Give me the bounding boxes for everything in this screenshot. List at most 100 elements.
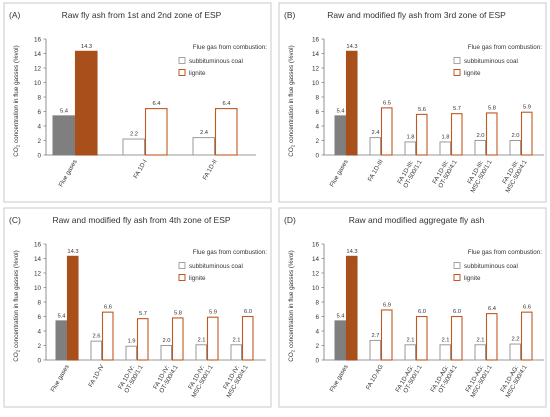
bar-lignite <box>380 309 393 361</box>
data-label: 5.9 <box>209 310 217 316</box>
data-label: 2.1 <box>476 337 484 343</box>
y-tick-label: 2 <box>37 343 41 350</box>
y-tick-label: 6 <box>315 314 319 321</box>
legend-swatch-subbituminous <box>453 262 461 269</box>
data-label: 2.7 <box>371 333 379 339</box>
y-tick-label: 0 <box>37 152 41 159</box>
bar-subbituminous <box>52 115 75 156</box>
data-label: 5.6 <box>418 107 426 113</box>
bar-subbituminous <box>404 141 416 156</box>
y-tick-label: 10 <box>34 80 42 87</box>
bar-lignite <box>171 317 184 361</box>
data-label: 2.6 <box>92 334 100 340</box>
y-tick-label: 14 <box>34 256 42 263</box>
y-tick-label: 2 <box>315 343 319 350</box>
y-tick-label: 8 <box>315 299 319 306</box>
bar-lignite <box>520 111 533 156</box>
data-label: 2.0 <box>511 133 519 139</box>
legend-swatch-lignite <box>178 274 186 281</box>
y-tick-label: 12 <box>34 270 42 277</box>
data-label: 5.4 <box>336 313 345 319</box>
bar-lignite <box>415 113 428 156</box>
legend-label-subbituminous: subbituminous coal <box>189 263 243 270</box>
chart-title: Raw and modified fly ash from 4th zone o… <box>52 215 230 225</box>
bar-subbituminous <box>439 141 451 156</box>
bar-lignite <box>144 108 168 156</box>
bar-subbituminous <box>509 343 521 361</box>
y-tick-label: 12 <box>312 270 320 277</box>
legend-title: Flue gas from combustion: <box>468 44 542 51</box>
legend-label-lignite: lignite <box>464 70 481 77</box>
panel-label: (B) <box>284 10 296 20</box>
legend-swatch-lignite <box>453 69 461 76</box>
legend-title: Flue gas from combustion: <box>468 249 542 256</box>
y-axis-label: CO2 concentration in flue gasses (%vol) <box>13 45 21 156</box>
bar-lignite <box>136 318 149 361</box>
y-tick-label: 0 <box>315 152 319 159</box>
data-label: 2.1 <box>197 337 205 343</box>
bar-lignite <box>66 255 79 361</box>
chart-panel-a: (A) Raw fly ash from 1st and 2nd zone of … <box>3 2 272 203</box>
bar-lignite <box>214 108 238 156</box>
bar-lignite <box>345 50 358 156</box>
bar-lignite <box>450 113 463 156</box>
data-label: 6.0 <box>418 309 426 315</box>
data-label: 2.1 <box>406 337 414 343</box>
bar-lignite <box>415 315 428 361</box>
legend-label-subbituminous: subbituminous coal <box>189 58 243 65</box>
bar-lignite <box>74 50 98 156</box>
data-label: 2.1 <box>441 337 449 343</box>
bar-subbituminous <box>439 344 451 361</box>
data-label: 5.8 <box>174 310 182 316</box>
bar-subbituminous <box>55 320 67 361</box>
data-label: 1.8 <box>441 134 449 140</box>
bar-subbituminous <box>474 140 486 156</box>
chart-title: Raw and modified aggregate fly ash <box>349 215 485 225</box>
legend-label-lignite: lignite <box>464 275 481 282</box>
bar-subbituminous <box>334 115 346 156</box>
y-tick-label: 8 <box>37 299 41 306</box>
data-label: 5.4 <box>336 108 345 114</box>
y-tick-label: 12 <box>34 65 42 72</box>
bar-subbituminous <box>90 340 102 361</box>
data-label: 14.3 <box>67 249 78 255</box>
y-tick-label: 0 <box>37 357 41 364</box>
y-tick-label: 14 <box>312 51 320 58</box>
y-tick-label: 8 <box>37 94 41 101</box>
y-axis-label: CO2 concentration in flue gasses (%vol) <box>288 45 296 156</box>
legend-swatch-lignite <box>453 274 461 281</box>
y-tick-label: 16 <box>312 241 320 248</box>
panel-label: (A) <box>9 10 21 20</box>
bar-lignite <box>450 315 463 361</box>
bar-subbituminous <box>369 137 381 156</box>
y-tick-label: 14 <box>312 256 320 263</box>
bar-subbituminous <box>404 344 416 361</box>
data-label: 6.0 <box>453 309 461 315</box>
data-label: 5.7 <box>139 311 147 317</box>
y-tick-label: 16 <box>34 36 42 43</box>
data-label: 2.2 <box>130 132 138 138</box>
y-tick-label: 16 <box>312 36 320 43</box>
y-tick-label: 2 <box>315 138 319 145</box>
data-label: 1.8 <box>406 134 414 140</box>
data-label: 6.9 <box>383 302 391 308</box>
panel-border <box>3 2 272 203</box>
data-label: 2.4 <box>200 130 209 136</box>
y-tick-label: 10 <box>312 80 320 87</box>
data-label: 2.1 <box>232 337 240 343</box>
data-label: 6.6 <box>523 305 531 311</box>
bar-subbituminous <box>509 140 521 156</box>
bar-subbituminous <box>122 138 145 156</box>
legend-swatch-subbituminous <box>178 57 186 64</box>
chart-panel-b: (B) Raw and modified fly ash from 3rd zon… <box>278 2 547 203</box>
y-tick-label: 4 <box>37 328 41 335</box>
legend-swatch-subbituminous <box>453 57 461 64</box>
data-label: 5.4 <box>60 108 69 114</box>
data-label: 2.0 <box>476 133 484 139</box>
y-tick-label: 14 <box>34 51 42 58</box>
bar-subbituminous <box>195 344 207 361</box>
bar-lignite <box>101 311 114 361</box>
y-tick-label: 4 <box>37 123 41 130</box>
y-tick-label: 10 <box>34 285 42 292</box>
